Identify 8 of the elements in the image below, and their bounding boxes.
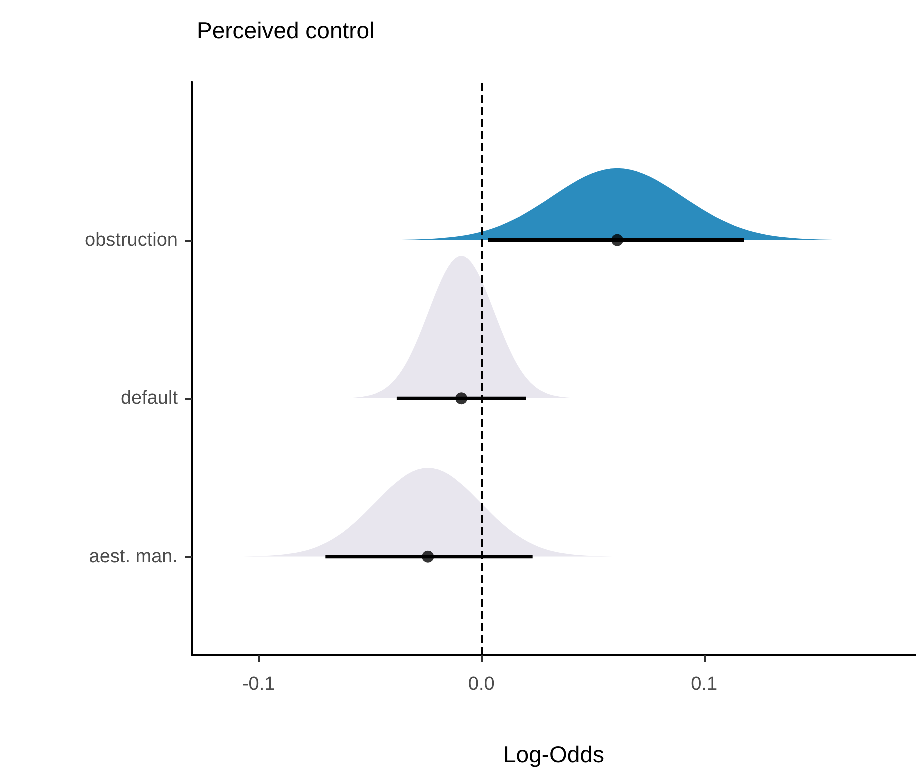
x-tick-label: 0.0	[468, 674, 495, 695]
x-tick-label: -0.1	[242, 674, 276, 695]
y-tick-label: aest. man.	[89, 546, 178, 568]
x-axis-title: Log-Odds	[503, 742, 605, 768]
y-tick-label: obstruction	[85, 230, 178, 251]
x-tick-label: 0.1	[691, 674, 718, 695]
y-tick-label: default	[120, 388, 179, 410]
chart-title: Perceived control	[197, 18, 375, 44]
